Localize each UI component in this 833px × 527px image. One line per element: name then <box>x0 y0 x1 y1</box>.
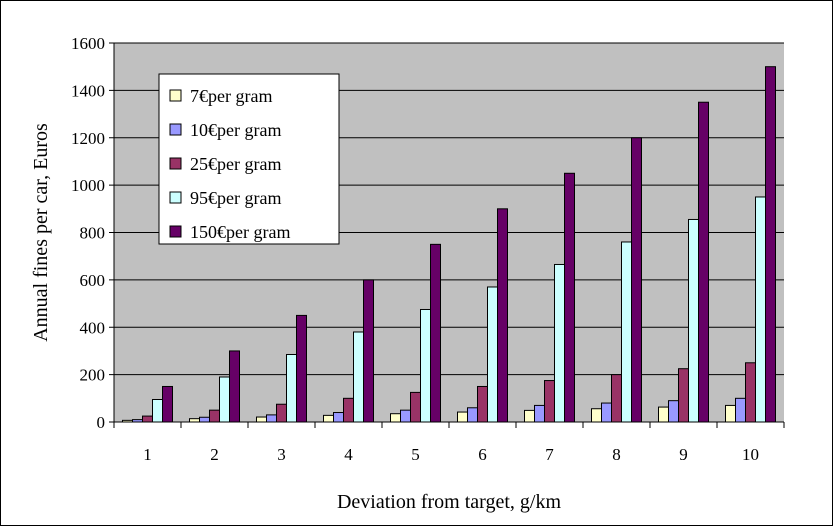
y-tick-label: 200 <box>80 366 106 385</box>
legend-label: 7€per gram <box>190 86 272 106</box>
bar-series-1-cat-7 <box>524 409 535 423</box>
bar-series-4-cat-2 <box>219 376 230 423</box>
bar-series-4-cat-1 <box>152 398 163 423</box>
x-tick-label: 4 <box>344 445 353 464</box>
x-tick-label: 7 <box>545 445 554 464</box>
bar-series-3-cat-9 <box>678 368 689 423</box>
bar-series-2-cat-8 <box>601 402 612 423</box>
bar-series-3-cat-3 <box>276 403 287 423</box>
bar-series-2-cat-7 <box>534 404 545 423</box>
bar-series-2-cat-5 <box>400 409 411 423</box>
bar-series-2-cat-10 <box>735 397 746 423</box>
y-tick-label: 1000 <box>71 176 105 195</box>
bar-series-1-cat-3 <box>256 416 267 423</box>
axes <box>113 43 785 428</box>
x-tick-label: 6 <box>478 445 487 464</box>
x-tick-label: 8 <box>612 445 621 464</box>
x-tick-label: 10 <box>742 445 759 464</box>
y-tick-label: 0 <box>97 413 106 432</box>
bar-series-4-cat-10 <box>755 196 766 423</box>
legend-swatch <box>169 191 182 204</box>
bar-series-5-cat-2 <box>229 350 240 423</box>
bar-series-1-cat-9 <box>658 406 669 423</box>
bar-series-5-cat-6 <box>497 208 508 423</box>
bar-series-5-cat-1 <box>162 385 173 423</box>
bar-series-4-cat-6 <box>487 286 498 423</box>
bar-series-3-cat-8 <box>611 374 622 423</box>
y-tick-label: 1200 <box>71 129 105 148</box>
x-tick-label: 5 <box>411 445 420 464</box>
bar-series-2-cat-6 <box>467 407 478 423</box>
bar-series-2-cat-9 <box>668 400 679 423</box>
y-tick-label: 1600 <box>71 34 105 53</box>
bar-series-3-cat-4 <box>343 397 354 423</box>
bar-series-3-cat-1 <box>142 415 153 423</box>
bar-series-3-cat-7 <box>544 380 555 423</box>
bar-series-5-cat-8 <box>631 137 642 423</box>
bar-series-1-cat-8 <box>591 408 602 423</box>
x-tick-label: 1 <box>143 445 152 464</box>
legend-box <box>158 73 340 245</box>
legend: 7€per gram 10€per gram 25€per gram 95€per g… <box>158 73 340 245</box>
bar-series-5-cat-5 <box>430 243 441 423</box>
bar-series-3-cat-5 <box>410 391 421 423</box>
bar-series-5-cat-7 <box>564 172 575 423</box>
bar-series-1-cat-6 <box>457 411 468 423</box>
bar-series-5-cat-9 <box>698 101 709 423</box>
legend-label: 95€per gram <box>190 188 281 208</box>
y-tick-label: 400 <box>80 318 106 337</box>
x-axis-title: Deviation from target, g/km <box>337 491 561 513</box>
x-tick-label: 3 <box>277 445 286 464</box>
bar-series-3-cat-10 <box>745 362 756 423</box>
bar-series-4-cat-4 <box>353 331 364 423</box>
y-tick-labels: 0 200 400 600 800 1000 1200 1400 1600 <box>71 34 105 432</box>
bar-series-1-cat-5 <box>390 413 401 423</box>
bar-series-5-cat-3 <box>296 314 307 423</box>
legend-label: 150€per gram <box>190 222 290 242</box>
bar-series-2-cat-3 <box>266 414 277 423</box>
legend-swatch <box>169 89 182 102</box>
bar-series-4-cat-5 <box>420 308 431 423</box>
legend-swatch <box>169 123 182 136</box>
y-tick-label: 1400 <box>71 81 105 100</box>
y-tick-label: 800 <box>80 224 106 243</box>
y-axis-title: Annual fines per car, Euros <box>30 123 52 342</box>
x-tick-labels: 1 2 3 4 5 6 7 8 9 10 <box>143 445 759 464</box>
x-tick-label: 2 <box>210 445 219 464</box>
bar-series-3-cat-2 <box>209 409 220 423</box>
legend-label: 10€per gram <box>190 120 281 140</box>
legend-swatch <box>169 225 182 238</box>
bar-series-1-cat-4 <box>323 414 334 423</box>
bar-series-2-cat-2 <box>199 416 210 423</box>
bar-series-2-cat-4 <box>333 412 344 423</box>
bar-series-1-cat-10 <box>725 404 736 423</box>
legend-label: 25€per gram <box>190 154 281 174</box>
legend-swatch <box>169 157 182 170</box>
bar-series-4-cat-9 <box>688 218 699 423</box>
bar-series-4-cat-8 <box>621 241 632 423</box>
bar-series-5-cat-4 <box>363 279 374 423</box>
bar-series-4-cat-7 <box>554 263 565 423</box>
y-tick-label: 600 <box>80 271 106 290</box>
bar-series-5-cat-10 <box>765 66 776 423</box>
x-tick-label: 9 <box>679 445 688 464</box>
bar-series-3-cat-6 <box>477 385 488 423</box>
bar-series-4-cat-3 <box>286 353 297 423</box>
